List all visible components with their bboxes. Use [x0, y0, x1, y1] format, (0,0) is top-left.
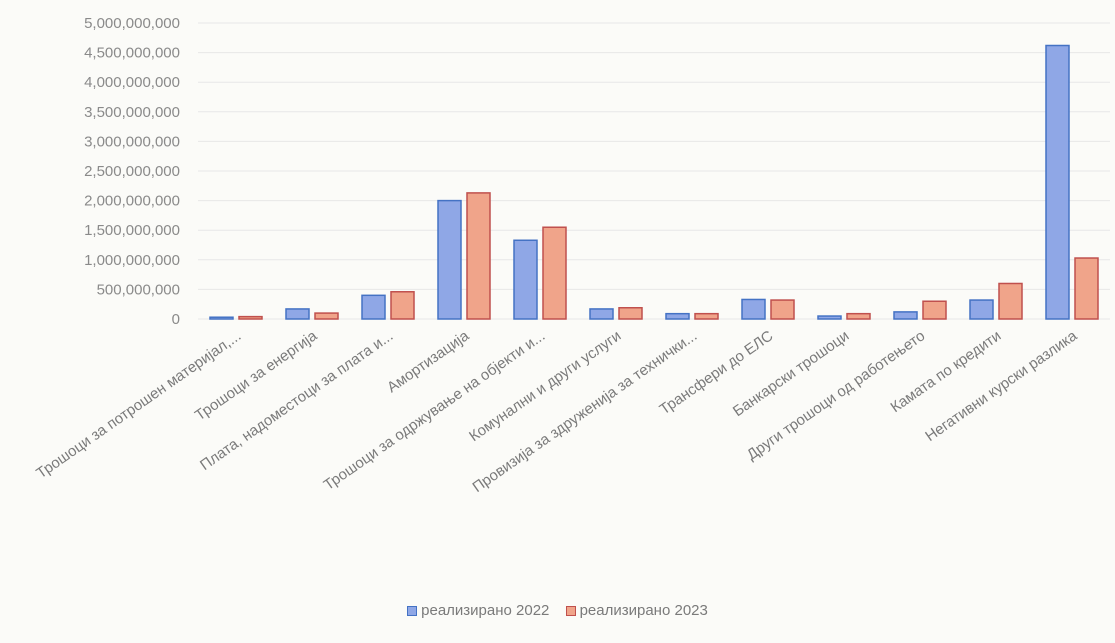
y-tick-label: 4,500,000,000 [84, 45, 180, 62]
y-tick-label: 1,500,000,000 [84, 222, 180, 239]
y-tick-label: 500,000,000 [97, 281, 180, 298]
y-tick-label: 2,000,000,000 [84, 193, 180, 210]
bar-2022 [665, 312, 690, 320]
legend-swatch-2022 [407, 605, 418, 616]
bar-2023 [390, 291, 415, 320]
bar-2023 [1074, 257, 1099, 320]
y-tick-label: 5,000,000,000 [84, 15, 180, 32]
bar-2023 [542, 226, 567, 320]
bar-2023 [314, 312, 339, 320]
bar-2022 [969, 299, 994, 320]
y-tick-label: 3,500,000,000 [84, 104, 180, 121]
bar-2023 [998, 282, 1023, 320]
x-tick-label: Комунални и други услуги [466, 327, 624, 445]
legend-swatch-2023 [565, 605, 576, 616]
y-tick-label: 0 [172, 311, 180, 328]
bar-2022 [589, 308, 614, 320]
bar-2022 [285, 308, 310, 320]
legend: реализирано 2022 реализирано 2023 [0, 602, 1115, 620]
bar-2023 [922, 300, 947, 320]
legend-label-2023: реализирано 2023 [579, 602, 708, 619]
bar-2023 [846, 312, 871, 320]
y-tick-label: 3,000,000,000 [84, 133, 180, 150]
x-axis-ticks: Трошоци за потрошен материјал,...Трошоци… [33, 327, 1080, 496]
legend-label-2022: реализирано 2022 [421, 602, 550, 619]
bar-2022 [361, 294, 386, 320]
bar-2022 [893, 311, 918, 320]
x-tick-label: Трошоци за енергија [192, 327, 321, 424]
bar-chart: 0 500,000,000 1,000,000,000 1,500,000,000 2,… [33, 15, 1110, 496]
bar-2023 [238, 315, 263, 320]
bar-2022 [1045, 44, 1070, 320]
x-tick-label: Негативни курски разлика [922, 327, 1081, 445]
bar-2023 [694, 312, 719, 320]
y-tick-label: 4,000,000,000 [84, 74, 180, 91]
bars [209, 44, 1099, 320]
y-tick-label: 2,500,000,000 [84, 163, 180, 180]
bar-2023 [466, 192, 491, 320]
bar-2023 [618, 307, 643, 320]
bar-2022 [209, 316, 234, 320]
bar-2022 [817, 315, 842, 320]
bar-2022 [437, 199, 462, 320]
legend-item-2022: реализирано 2022 [407, 602, 549, 619]
bar-2022 [741, 298, 766, 320]
y-axis-ticks: 0 500,000,000 1,000,000,000 1,500,000,000 2,… [84, 15, 180, 328]
legend-item-2023: реализирано 2023 [565, 602, 708, 619]
bar-2023 [770, 299, 795, 320]
gridlines [198, 22, 1110, 320]
bar-2022 [513, 239, 538, 320]
y-tick-label: 1,000,000,000 [84, 252, 180, 269]
